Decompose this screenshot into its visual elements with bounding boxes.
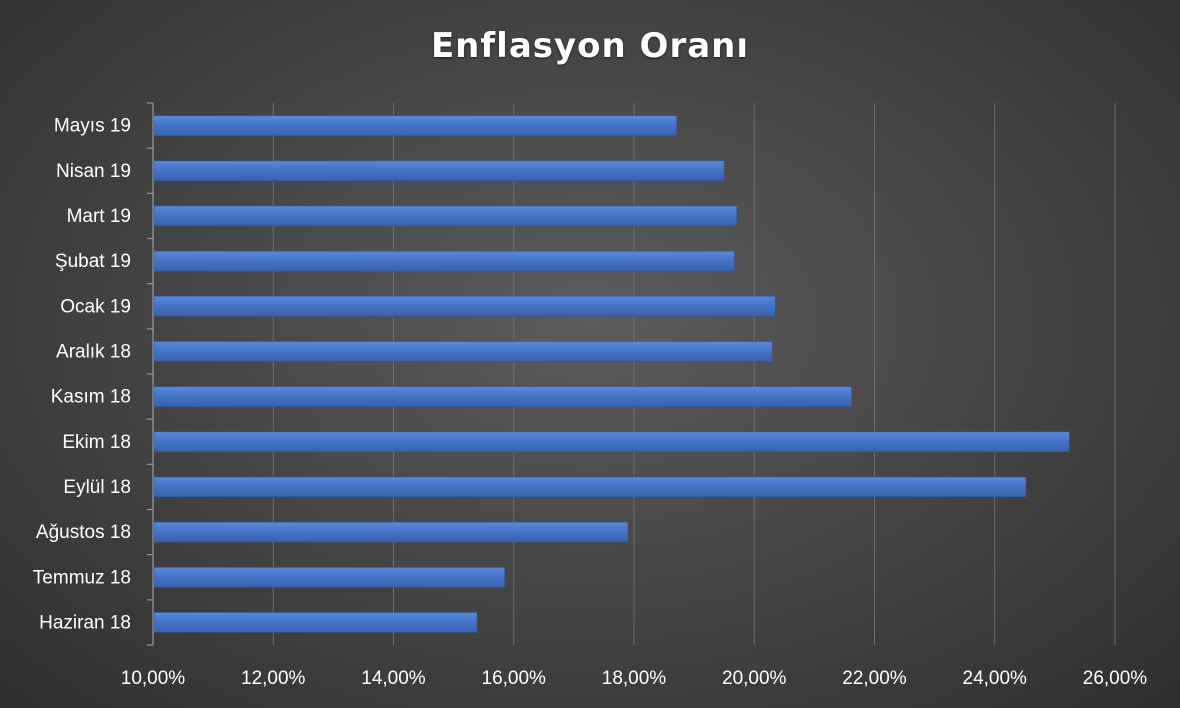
- x-tick-label: 14,00%: [361, 668, 426, 689]
- bar: [153, 612, 478, 633]
- x-tick-labels: 10,00% 12,00% 14,00% 16,00% 18,00% 20,00% 22,0…: [121, 668, 1148, 689]
- x-tick-label: 22,00%: [842, 668, 907, 689]
- category-label: Kasım 18: [51, 387, 131, 408]
- x-tick-label: 10,00%: [121, 668, 186, 689]
- y-axis: [147, 102, 154, 646]
- category-label: Temmuz 18: [33, 567, 131, 588]
- category-label: Ocak 19: [60, 296, 131, 317]
- x-tick-label: 16,00%: [482, 668, 547, 689]
- category-labels: Haziran 18 Temmuz 18 Ağustos 18 Eylül 18 Eki…: [33, 116, 131, 634]
- chart-title: Enflasyon Oranı: [430, 26, 750, 66]
- gridlines: [272, 103, 1116, 645]
- bar: [153, 160, 725, 181]
- category-label: Ekim 18: [62, 432, 131, 453]
- category-label: Eylül 18: [63, 477, 131, 498]
- bar: [153, 476, 1027, 498]
- bar: [153, 250, 735, 272]
- bars: [153, 115, 1070, 633]
- category-label: Aralık 18: [56, 341, 131, 362]
- category-label: Mart 19: [67, 206, 131, 227]
- x-tick-label: 20,00%: [722, 668, 787, 689]
- category-label: Haziran 18: [39, 612, 131, 633]
- bar: [153, 205, 738, 227]
- bar: [153, 567, 506, 588]
- bar: [153, 115, 677, 136]
- category-label: Şubat 19: [55, 251, 131, 272]
- category-label: Ağustos 18: [36, 522, 131, 543]
- bar: [153, 386, 852, 407]
- x-tick-label: 24,00%: [963, 668, 1028, 689]
- bar: [153, 296, 776, 317]
- category-label: Nisan 19: [56, 161, 131, 182]
- bar: [153, 341, 773, 362]
- bar: [153, 431, 1070, 452]
- category-label: Mayıs 19: [54, 116, 131, 137]
- x-tick-label: 18,00%: [602, 668, 667, 689]
- x-tick-label: 12,00%: [241, 668, 306, 689]
- x-tick-label: 26,00%: [1083, 668, 1148, 689]
- bar: [153, 521, 629, 543]
